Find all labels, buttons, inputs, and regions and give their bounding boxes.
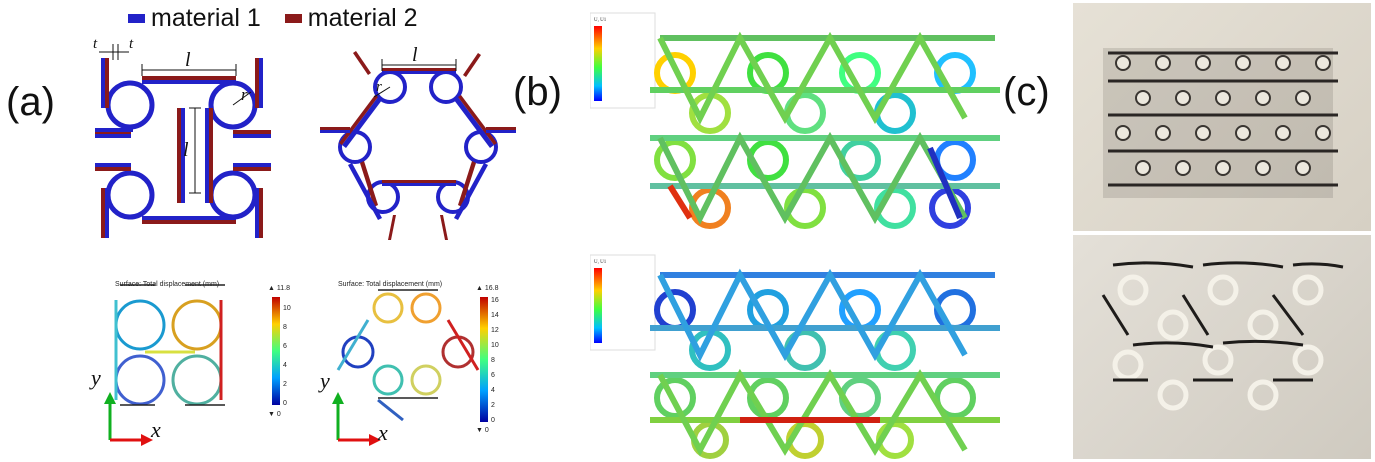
- plot-left-tick: 6: [283, 343, 287, 350]
- plot-left-title: Surface: Total displacement (mm): [115, 281, 219, 288]
- plot-right-tick: 14: [491, 312, 499, 319]
- axis-x-label: x: [377, 420, 388, 445]
- plot-right-tick: 6: [491, 372, 495, 379]
- triangular-unit-cell-diagram: l r: [320, 45, 516, 240]
- plot-right-tick: 4: [491, 387, 495, 394]
- material2-label: material 2: [307, 4, 418, 32]
- fem-legend-title: U, U1: [594, 260, 607, 265]
- panel-label-a: (a): [6, 80, 55, 124]
- material1-swatch: [128, 14, 145, 23]
- dim-t-right: t: [129, 36, 134, 52]
- panel-label-c: (c): [1003, 70, 1050, 114]
- material2-swatch: [284, 14, 302, 23]
- tri-dim-r: r: [376, 79, 382, 95]
- dim-t-left: t: [93, 36, 98, 52]
- displacement-plot-triangular: Surface: Total displacement (mm) ▲ 16.8 …: [318, 281, 499, 446]
- displacement-plot-square: Surface: Total displacement (mm) ▲ 11.8 …: [89, 281, 291, 446]
- plot-right-min: ▼ 0: [476, 427, 489, 434]
- fem-result-top: U, U1: [590, 12, 1000, 229]
- fem-legend-title: U, U1: [594, 18, 607, 23]
- photo-fabricated-sample-top: [1073, 3, 1371, 231]
- tri-dim-l: l: [412, 45, 418, 66]
- plot-left-max: ▲ 11.8: [268, 285, 290, 292]
- material1-label: material 1: [151, 4, 261, 32]
- plot-left-tick: 8: [283, 324, 287, 331]
- plot-left-tick: 10: [283, 305, 291, 312]
- square-unit-cell-diagram: l l r t t: [93, 36, 271, 238]
- plot-left-tick: 2: [283, 381, 287, 388]
- plot-left-min: ▼ 0: [268, 411, 281, 418]
- dim-r: r: [241, 85, 248, 104]
- dim-l-top: l: [185, 49, 191, 71]
- axis-x-label: x: [150, 417, 161, 442]
- axis-y-label: y: [89, 365, 101, 390]
- panel-label-b: (b): [513, 70, 562, 114]
- plot-right-max: ▲ 16.8: [476, 285, 499, 292]
- plot-right-tick: 12: [491, 327, 499, 334]
- plot-right-tick: 0: [491, 417, 495, 424]
- plot-right-title: Surface: Total displacement (mm): [338, 281, 442, 288]
- dim-l-vertical: l: [183, 139, 189, 161]
- cell-node: [208, 170, 258, 220]
- cell-node: [105, 170, 155, 220]
- plot-right-tick: 8: [491, 357, 495, 364]
- plot-right-tick: 10: [491, 342, 499, 349]
- plot-right-tick: 16: [491, 297, 499, 304]
- plot-right-tick: 2: [491, 402, 495, 409]
- photo-fabricated-sample-bottom: [1073, 235, 1371, 459]
- plot-left-tick: 4: [283, 362, 287, 369]
- cell-node: [105, 80, 155, 130]
- axis-y-label: y: [318, 368, 330, 393]
- fem-result-bottom: U, U1: [590, 254, 1000, 459]
- material-legend: material 1 material 2: [128, 4, 418, 33]
- plot-left-tick: 0: [283, 400, 287, 407]
